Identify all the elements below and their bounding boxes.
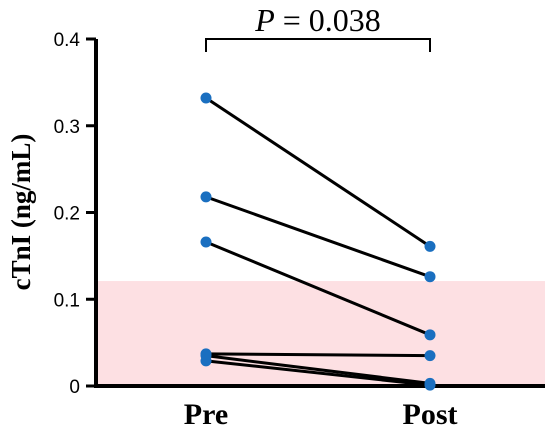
post-point bbox=[424, 350, 436, 362]
x-axis: Pre Post bbox=[94, 384, 545, 431]
pre-point bbox=[200, 92, 212, 104]
pair-line bbox=[205, 195, 431, 279]
pair-line bbox=[205, 96, 431, 248]
y-axis-title: cTnI (ng/mL) bbox=[6, 134, 36, 291]
data-points bbox=[200, 92, 436, 391]
y-tick-label: 0 bbox=[69, 377, 80, 398]
pair-line bbox=[205, 352, 431, 358]
post-point bbox=[424, 271, 436, 283]
pair-line bbox=[205, 359, 431, 387]
significance-bracket: P = 0.038 bbox=[205, 2, 431, 52]
x-category-label: Post bbox=[403, 398, 458, 431]
p-symbol: P bbox=[254, 2, 275, 38]
y-tick-label: 0.3 bbox=[54, 117, 80, 138]
pre-point bbox=[200, 191, 212, 203]
pair-line bbox=[205, 240, 431, 337]
post-point bbox=[424, 379, 436, 391]
y-tick-label: 0.2 bbox=[54, 204, 80, 225]
pre-point bbox=[200, 355, 212, 367]
p-value-label: P = 0.038 bbox=[254, 2, 381, 38]
y-tick-label: 0.4 bbox=[54, 30, 81, 51]
post-point bbox=[424, 329, 436, 341]
pre-point bbox=[200, 236, 212, 248]
paired-lines bbox=[205, 96, 431, 387]
x-category-label: Pre bbox=[184, 398, 228, 431]
y-axis: 0 0.1 0.2 0.3 0.4 bbox=[54, 30, 98, 398]
p-value: = 0.038 bbox=[275, 2, 381, 38]
bracket-line bbox=[205, 38, 431, 52]
pair-line bbox=[205, 354, 431, 385]
y-tick-label: 0.1 bbox=[54, 290, 80, 311]
post-point bbox=[424, 240, 436, 252]
